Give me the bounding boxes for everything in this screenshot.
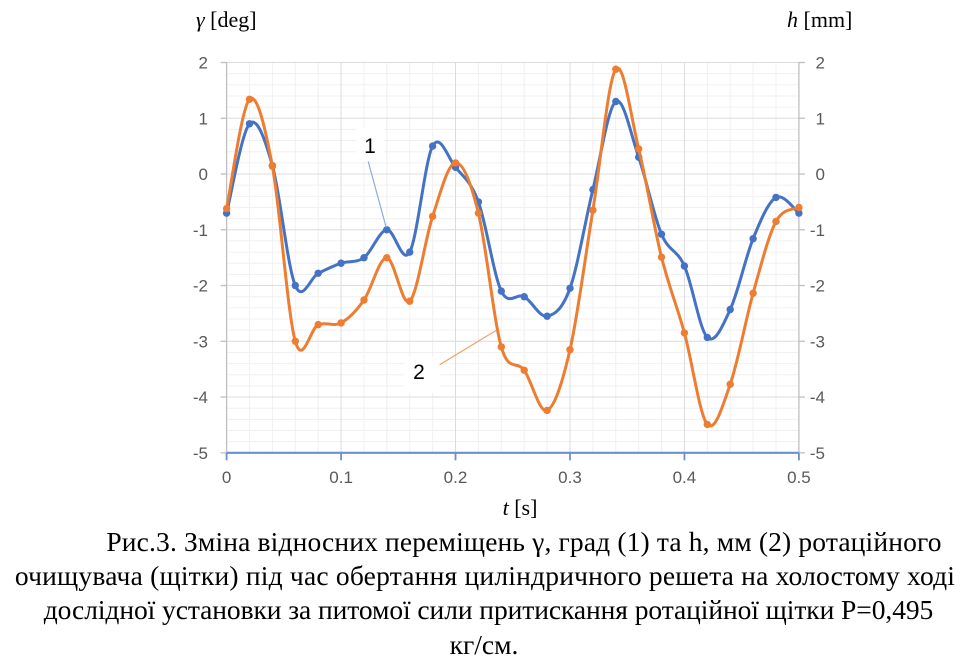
svg-text:1: 1	[364, 135, 376, 158]
svg-text:-3: -3	[810, 332, 825, 351]
svg-text:0: 0	[199, 165, 208, 184]
svg-text:0.2: 0.2	[444, 468, 468, 487]
svg-text:-5: -5	[193, 444, 208, 463]
svg-text:2: 2	[199, 54, 208, 73]
svg-text:0: 0	[222, 468, 231, 487]
svg-text:-1: -1	[810, 221, 825, 240]
svg-text:-2: -2	[810, 277, 825, 296]
svg-text:0.3: 0.3	[558, 468, 582, 487]
svg-text:-2: -2	[193, 277, 208, 296]
svg-text:0.1: 0.1	[329, 468, 353, 487]
svg-text:-3: -3	[193, 332, 208, 351]
svg-text:-4: -4	[193, 388, 208, 407]
svg-text:0: 0	[816, 165, 825, 184]
svg-text:-1: -1	[193, 221, 208, 240]
svg-text:-4: -4	[810, 388, 825, 407]
svg-text:1: 1	[199, 109, 208, 128]
svg-text:1: 1	[816, 109, 825, 128]
svg-text:2: 2	[816, 54, 825, 73]
svg-text:0.4: 0.4	[673, 468, 697, 487]
svg-text:-5: -5	[810, 444, 825, 463]
svg-text:0.5: 0.5	[787, 468, 811, 487]
svg-text:2: 2	[413, 361, 425, 384]
